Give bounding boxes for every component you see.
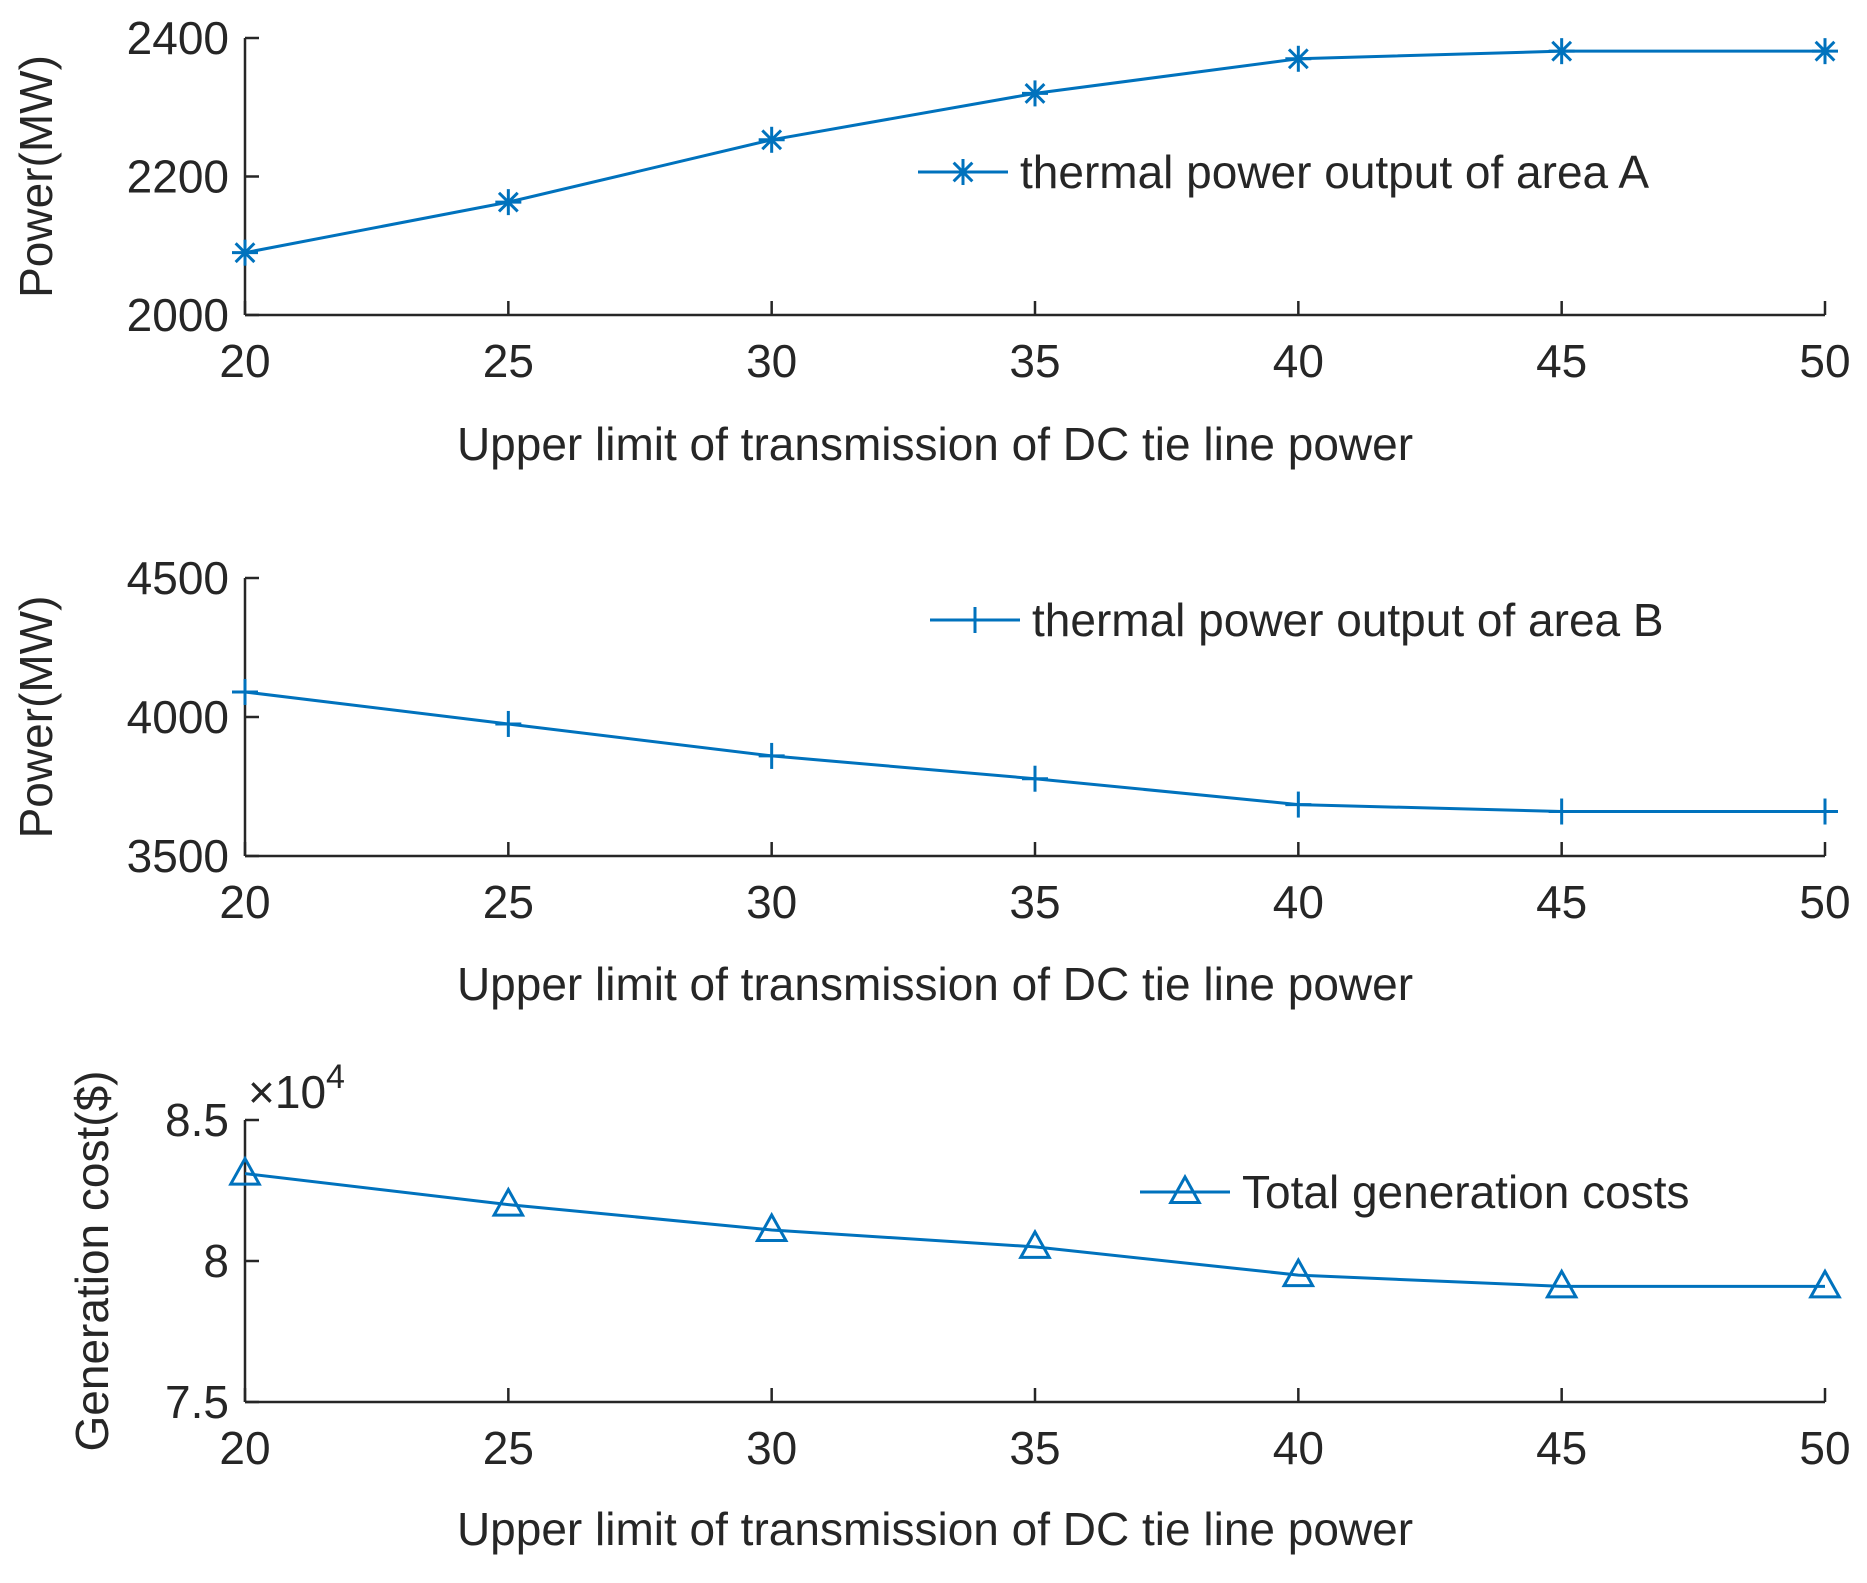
legend-label: thermal power output of area B [1032, 594, 1664, 646]
data-point [495, 710, 522, 737]
y-tick-label: 8.5 [165, 1094, 229, 1146]
subplot-3: 20 25 30 35 40 45 50 7.5 8 8.5 Upper limit of tran… [66, 1058, 1851, 1555]
x-tick-label: 20 [219, 876, 270, 928]
data-point [1022, 765, 1048, 792]
x-axis-label: Upper limit of transmission of DC tie li… [457, 958, 1413, 1010]
y-axis-label: Power(MW) [10, 596, 62, 839]
y-axis-label: Power(MW) [10, 55, 62, 298]
data-point [232, 678, 258, 705]
x-tick-label: 50 [1799, 1422, 1850, 1474]
data-point [1544, 1268, 1579, 1299]
y-tick-label: 7.5 [165, 1376, 229, 1428]
y-tick-label: 2200 [127, 151, 229, 203]
data-point [232, 239, 258, 266]
data-point [1548, 798, 1575, 825]
data-point [1022, 80, 1048, 107]
x-tick-label: 20 [219, 335, 270, 387]
legend: Total generation costs [1140, 1166, 1690, 1218]
x-tick-label: 20 [219, 1422, 270, 1474]
legend: thermal power output of area A [918, 146, 1649, 198]
x-tick-label: 25 [483, 876, 534, 928]
legend-label: Total generation costs [1242, 1166, 1690, 1218]
data-point [1285, 791, 1312, 818]
subplot-2: 20 25 30 35 40 45 50 3500 4000 4500 Upper limit of… [10, 552, 1851, 1010]
y-exponent-label: ×104 [248, 1058, 345, 1118]
series-line [244, 690, 1825, 814]
x-tick-label: 35 [1009, 876, 1060, 928]
legend-marker [950, 159, 976, 185]
x-tick-label: 45 [1536, 876, 1587, 928]
y-tick-label: 2000 [127, 289, 229, 341]
data-point [1018, 1228, 1052, 1259]
data-point [1808, 1268, 1842, 1299]
subplot-1: 20 25 30 35 40 45 50 2000 2200 2400 Upper limit of… [10, 12, 1851, 470]
data-point [758, 126, 785, 153]
x-axis-label: Upper limit of transmission of DC tie li… [457, 1503, 1413, 1555]
x-tick-label: 45 [1536, 335, 1587, 387]
legend-label: thermal power output of area A [1020, 146, 1649, 198]
data-point [1281, 1257, 1316, 1288]
x-tick-label: 30 [746, 1422, 797, 1474]
y-tick-label: 4500 [127, 552, 229, 604]
x-tick-label: 35 [1009, 1422, 1060, 1474]
y-exponent-base: ×10 [248, 1066, 326, 1118]
y-axis-label: Generation cost($) [66, 1071, 118, 1452]
data-point [1812, 798, 1838, 825]
data-point [491, 1186, 526, 1217]
data-point [228, 1155, 262, 1186]
x-tick-label: 40 [1273, 876, 1324, 928]
data-point [1285, 45, 1312, 72]
y-exponent-power: 4 [326, 1058, 345, 1096]
legend-marker [962, 607, 988, 633]
x-tick-label: 40 [1273, 335, 1324, 387]
x-axis-label: Upper limit of transmission of DC tie li… [457, 418, 1413, 470]
series-line [244, 1172, 1825, 1288]
x-tick-label: 30 [746, 876, 797, 928]
y-tick-label: 3500 [127, 830, 229, 882]
data-point [758, 742, 785, 769]
x-tick-label: 25 [483, 1422, 534, 1474]
data-point [1812, 38, 1838, 65]
x-tick-label: 40 [1273, 1422, 1324, 1474]
x-tick-label: 30 [746, 335, 797, 387]
x-tick-label: 35 [1009, 335, 1060, 387]
x-tick-label: 50 [1799, 335, 1850, 387]
data-point [1548, 38, 1575, 65]
x-tick-label: 25 [483, 335, 534, 387]
legend: thermal power output of area B [930, 594, 1664, 646]
data-point [754, 1211, 789, 1242]
legend-marker [1168, 1173, 1202, 1204]
x-tick-label: 50 [1799, 876, 1850, 928]
data-point [495, 189, 522, 216]
y-tick-label: 8 [203, 1235, 229, 1287]
x-tick-label: 45 [1536, 1422, 1587, 1474]
y-tick-label: 4000 [127, 691, 229, 743]
y-tick-label: 2400 [127, 12, 229, 64]
